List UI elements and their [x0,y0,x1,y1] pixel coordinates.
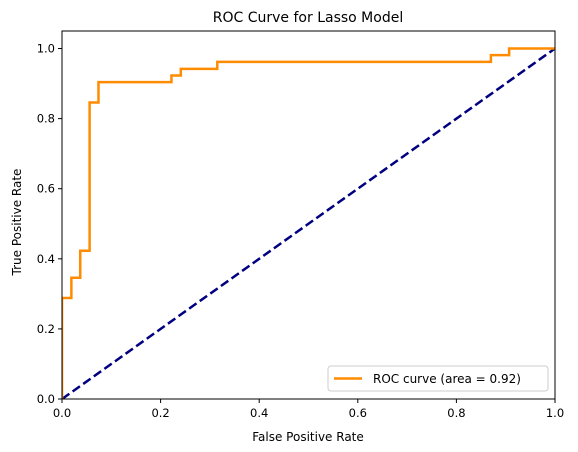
x-tick-label: 1.0 [546,406,564,420]
x-tick-label: 0.0 [53,406,71,420]
axes-frame [61,30,556,400]
y-tick-label: 0.0 [37,392,55,406]
y-tick-label: 0.4 [37,252,55,266]
legend-frame [327,365,549,392]
x-tick-label: 0.8 [447,406,465,420]
y-axis-label: True Positive Rate [10,169,24,277]
y-tick-label: 1.0 [37,42,55,56]
x-tick-label: 0.2 [151,406,169,420]
legend: ROC curve (area = 0.92) [327,365,549,392]
chart-title: ROC Curve for Lasso Model [213,10,403,26]
x-tick-label: 0.6 [349,406,367,420]
y-tick-label: 0.2 [37,322,55,336]
legend-label-roc: ROC curve (area = 0.92) [373,372,521,386]
y-tick-label: 0.8 [37,112,55,126]
x-axis-label: False Positive Rate [252,430,364,444]
x-tick-label: 0.4 [250,406,268,420]
roc-curve-line [62,47,555,399]
chance-diagonal-line [62,47,555,399]
plot-area: 0.0 0.2 0.4 0.6 0.8 1.0 0.0 0.2 0.4 0.6 0.8 1.0 [37,30,564,420]
y-tick-label: 0.6 [37,182,55,196]
